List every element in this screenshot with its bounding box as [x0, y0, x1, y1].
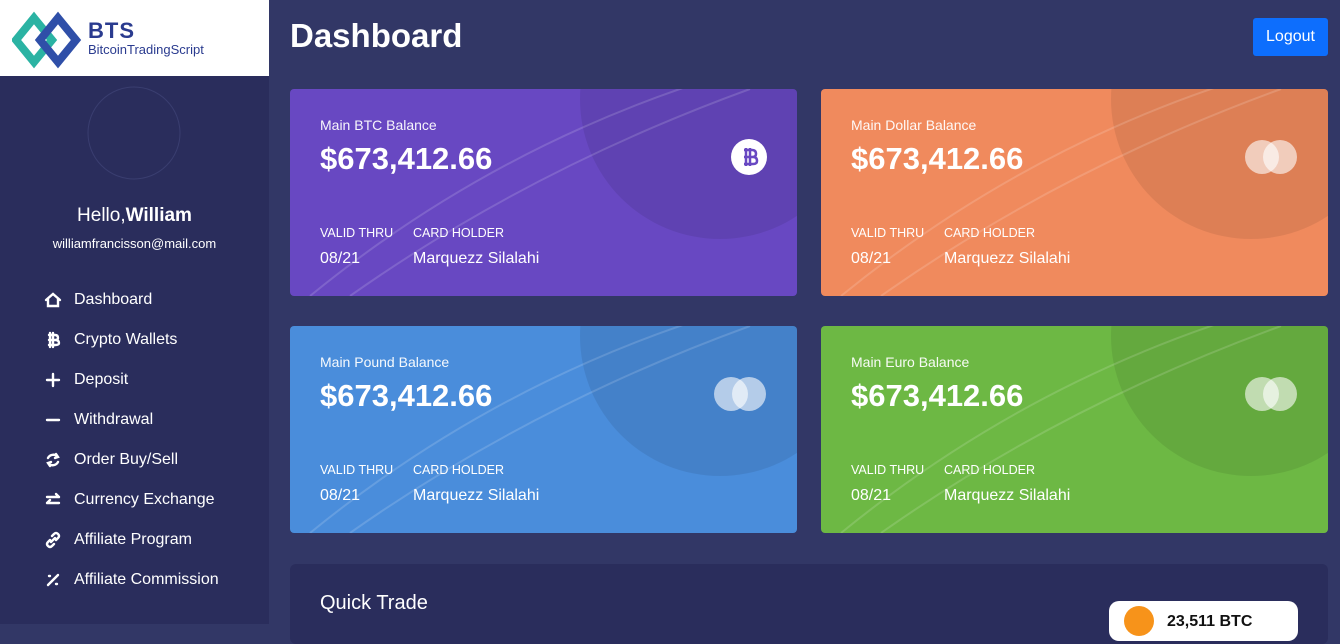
balance-card: Main Dollar Balance $673,412.66 VALID THRU… — [821, 89, 1328, 296]
nav-icon-shape — [45, 372, 61, 388]
page-title: Dashboard — [290, 17, 463, 54]
logo-title: BTS — [88, 18, 135, 43]
logo-icon — [12, 11, 82, 69]
nav-label: Crypto Wallets — [74, 331, 178, 348]
valid-thru-label: VALID THRU — [851, 226, 925, 240]
card-circle — [1263, 140, 1297, 174]
card-amount: $673,412.66 — [851, 378, 1024, 413]
nav-item[interactable]: Withdrawal — [44, 408, 153, 432]
card-holder: Marquezz Silalahi — [944, 250, 1071, 267]
quick-trade-title: Quick Trade — [320, 592, 428, 614]
btc-icon — [1124, 606, 1154, 636]
user-email: williamfrancisson@mail.com — [52, 236, 217, 251]
card-lines — [840, 89, 1282, 296]
card-icon — [1245, 377, 1297, 411]
nav-item[interactable]: Affiliate Program — [44, 528, 192, 552]
card-icon — [731, 139, 767, 175]
nav-icon-shape — [45, 531, 61, 549]
card-circle — [1263, 377, 1297, 411]
nav-label: Affiliate Program — [74, 531, 192, 548]
nav-icon — [45, 492, 61, 505]
card-label: Main Pound Balance — [320, 354, 450, 370]
sidebar: BTS BitcoinTradingScript Hello,William w… — [0, 0, 269, 624]
card-decoration — [840, 89, 1328, 296]
card-label: Main Dollar Balance — [851, 117, 977, 133]
balance-card: Main Euro Balance $673,412.66 VALID THRU CA… — [821, 326, 1328, 533]
nav-icon — [45, 418, 61, 422]
card-holder-label: CARD HOLDER — [413, 226, 504, 240]
valid-thru-label: VALID THRU — [851, 463, 925, 477]
nav-icon — [45, 372, 61, 388]
nav-icon-shape — [46, 573, 60, 587]
nav-icon-shape — [46, 452, 60, 468]
card-holder-label: CARD HOLDER — [413, 463, 504, 477]
nav-icon-shape — [47, 331, 61, 349]
card-lines — [309, 89, 751, 296]
logout-button[interactable]: Logout — [1253, 18, 1328, 56]
nav-label: Withdrawal — [74, 411, 154, 428]
nav-icon — [46, 573, 60, 587]
nav-item[interactable]: Currency Exchange — [44, 488, 215, 512]
card-decoration — [309, 326, 797, 533]
nav-icon-shape — [44, 292, 62, 308]
valid-thru: 08/21 — [851, 487, 892, 504]
user-name: William — [125, 205, 192, 226]
card-amount: $673,412.66 — [851, 141, 1024, 176]
btc-symbol — [744, 148, 759, 166]
nav-icon — [44, 292, 62, 308]
nav-label: Affiliate Commission — [74, 571, 219, 588]
card-decoration — [840, 326, 1328, 533]
card-blob — [1111, 326, 1328, 476]
card-holder: Marquezz Silalahi — [413, 250, 540, 267]
card-amount: $673,412.66 — [320, 378, 493, 413]
avatar — [87, 86, 181, 180]
logo[interactable]: BTS BitcoinTradingScript — [0, 0, 269, 76]
card-icon — [714, 377, 766, 411]
card-holder: Marquezz Silalahi — [944, 487, 1071, 504]
card-blob — [1111, 89, 1328, 239]
card-blob — [580, 89, 797, 239]
greeting-text: Hello, — [77, 205, 126, 226]
valid-thru: 08/21 — [320, 487, 361, 504]
valid-thru-label: VALID THRU — [320, 226, 394, 240]
btc-balance: 23,511 BTC — [1167, 613, 1253, 630]
nav-item[interactable]: Dashboard — [44, 288, 152, 312]
card-lines — [309, 326, 751, 533]
valid-thru: 08/21 — [851, 250, 892, 267]
valid-thru: 08/21 — [320, 250, 361, 267]
quick-trade-panel: Quick Trade 23,511 BTC — [290, 564, 1328, 644]
balance-card: Main BTC Balance $673,412.66 VALID THRU CAR… — [290, 89, 797, 296]
nav-item[interactable]: Deposit — [44, 368, 128, 392]
card-holder-label: CARD HOLDER — [944, 463, 1035, 477]
nav-icon — [46, 452, 60, 468]
nav-icon — [47, 331, 61, 349]
greeting: Hello,William — [0, 205, 269, 227]
card-blob — [580, 326, 797, 476]
valid-thru-label: VALID THRU — [320, 463, 394, 477]
card-holder: Marquezz Silalahi — [413, 487, 540, 504]
card-holder-label: CARD HOLDER — [944, 226, 1035, 240]
nav-label: Dashboard — [74, 291, 153, 308]
card-label: Main Euro Balance — [851, 354, 970, 370]
nav-item[interactable]: Affiliate Commission — [44, 568, 219, 592]
btc-balance-pill: 23,511 BTC — [1109, 601, 1298, 641]
card-label: Main BTC Balance — [320, 117, 437, 133]
balance-card: Main Pound Balance $673,412.66 VALID THRU C… — [290, 326, 797, 533]
nav-icon — [45, 531, 61, 549]
nav-item[interactable]: Crypto Wallets — [44, 328, 177, 352]
nav-label: Currency Exchange — [74, 491, 215, 508]
card-decoration — [309, 89, 797, 296]
card-circle — [732, 377, 766, 411]
nav-label: Order Buy/Sell — [74, 451, 179, 468]
nav-item[interactable]: Order Buy/Sell — [44, 448, 178, 472]
nav-icon-shape — [45, 492, 61, 505]
nav-label: Deposit — [74, 371, 129, 388]
card-amount: $673,412.66 — [320, 141, 493, 176]
card-icon — [1245, 140, 1297, 174]
card-lines — [840, 326, 1282, 533]
logo-subtitle: BitcoinTradingScript — [88, 42, 204, 57]
